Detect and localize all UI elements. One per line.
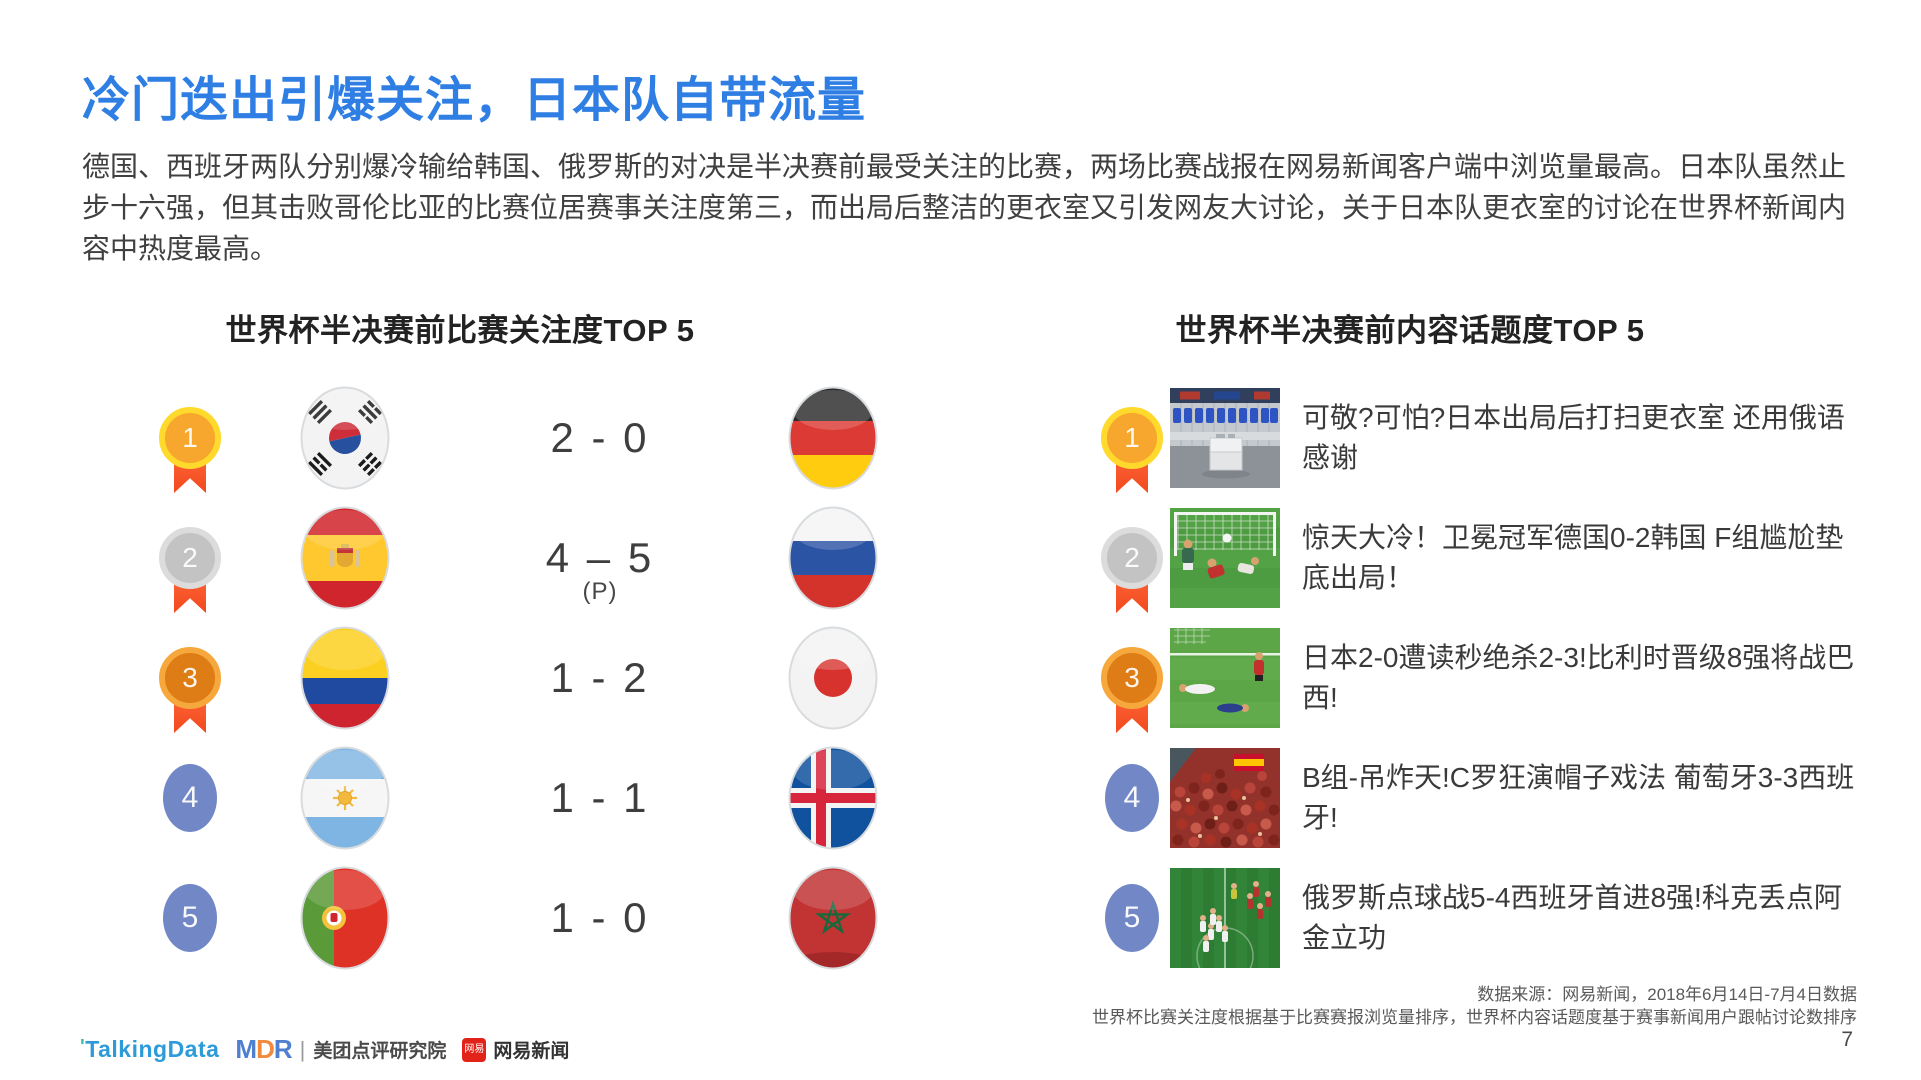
topic-row: 3 日本2-0遭读秒绝杀2-3!比利时晋级 (0, 618, 1921, 738)
silver-medal-badge: 2 (1101, 527, 1163, 621)
rank-circle-badge: 4 (1105, 764, 1159, 832)
rank-number: 1 (1124, 422, 1140, 453)
summary-paragraph: 德国、西班牙两队分别爆冷输给韩国、俄罗斯的对决是半决赛前最受关注的比赛，两场比赛… (82, 151, 1847, 264)
argentina-flag-icon (300, 746, 390, 850)
rank-number: 3 (182, 662, 198, 693)
topic-headline: 惊天大冷！卫冕冠军德国0-2韩国 F组尴尬垫底出局！ (1302, 522, 1844, 593)
score-cell: 1 - 2 (460, 618, 740, 738)
germany-korea-goal-photo (1170, 508, 1280, 608)
match-row: 5 1 - 0 (0, 858, 1921, 978)
match-row: 4 1 - 1 (0, 738, 1921, 858)
rank-number: 5 (1123, 901, 1141, 934)
page-title: 冷门迭出引爆关注，日本队自带流量 (82, 74, 867, 127)
score-cell: 2 - 0 (460, 378, 740, 498)
topic-headline: 俄罗斯点球战5-4西班牙首进8强!科克丢点阿金立功 (1302, 882, 1842, 953)
netease-badge-icon: 网易 (462, 1037, 487, 1062)
score-cell: 1 - 1 (460, 738, 740, 858)
match-score: 4 – 5 (545, 534, 655, 581)
topic-panel-header: 世界杯半决赛前内容话题度TOP 5 (1175, 313, 1645, 348)
bronze-medal-badge: 3 (1101, 647, 1163, 741)
topic-headline: 可敬?可怕?日本出局后打扫更衣室 还用俄语感谢 (1302, 402, 1845, 473)
morocco-flag-icon (788, 866, 878, 970)
topic-headline: B组-吊炸天!C罗狂演帽子戏法 葡萄牙3-3西班牙! (1302, 762, 1855, 833)
logo-divider: | (299, 1036, 306, 1062)
spain-flag-icon (300, 506, 390, 610)
data-source-note: 数据来源：网易新闻，2018年6月14日-7月4日数据 世界杯比赛关注度根据基于… (1092, 983, 1857, 1029)
locker-room-photo (1170, 388, 1280, 488)
rank-circle-badge: 5 (163, 884, 217, 952)
meituan-dianping-research-logo: MDR | 美团点评研究院 (235, 1034, 446, 1065)
meituan-research-label: 美团点评研究院 (313, 1041, 447, 1062)
score-cell: 1 - 0 (460, 858, 740, 978)
netease-news-label: 网易新闻 (493, 1041, 570, 1062)
data-source-line1: 数据来源：网易新闻，2018年6月14日-7月4日数据 (1477, 985, 1857, 1004)
page-number: 7 (1841, 1028, 1853, 1051)
match-row: 2 (0, 498, 1921, 618)
japan-belgium-photo (1170, 628, 1280, 728)
germany-flag-icon (788, 386, 878, 490)
data-source-line2: 世界杯比赛关注度根据基于比赛赛报浏览量排序，世界杯内容话题度基于赛事新闻用户跟帖… (1092, 1008, 1857, 1027)
iceland-flag-icon (788, 746, 878, 850)
topic-row: 2 (0, 498, 1921, 618)
rank-number: 1 (182, 422, 198, 453)
topic-row: 5 (0, 858, 1921, 978)
topic-row: 1 可 (0, 378, 1921, 498)
rank-number: 4 (1123, 781, 1141, 814)
topic-headline: 日本2-0遭读秒绝杀2-3!比利时晋级8强将战巴西! (1302, 642, 1855, 713)
match-score-note: (P) (582, 578, 618, 605)
japan-flag-icon (788, 626, 878, 730)
match-score: 1 - 1 (550, 774, 650, 821)
match-row: 3 1 - 2 (0, 618, 1921, 738)
score-cell: 4 – 5 (P) (460, 498, 740, 618)
rank-number: 2 (1124, 542, 1140, 573)
portugal-spain-fans-photo (1170, 748, 1280, 848)
rank-number: 3 (1124, 662, 1140, 693)
rank-number: 2 (182, 542, 198, 573)
rank-circle-badge: 4 (163, 764, 217, 832)
bronze-medal-badge: 3 (159, 647, 221, 741)
gold-medal-badge: 1 (1101, 407, 1163, 501)
match-score: 1 - 0 (550, 894, 650, 941)
match-score: 1 - 2 (550, 654, 650, 701)
rank-number: 4 (181, 781, 199, 814)
colombia-flag-icon (300, 626, 390, 730)
rank-number: 5 (181, 901, 199, 934)
talkingdata-logo: 'TalkingData (80, 1036, 220, 1062)
match-row: 1 (0, 378, 1921, 498)
match-panel-header: 世界杯半决赛前比赛关注度TOP 5 (225, 313, 695, 348)
russia-spain-celebration-photo (1170, 868, 1280, 968)
south-korea-flag-icon (300, 386, 390, 490)
talkingdata-quote-icon: ' (80, 1036, 86, 1058)
match-score: 2 - 0 (550, 414, 650, 461)
netease-news-logo: 网易 网易新闻 (462, 1036, 569, 1063)
mdr-logo-icon: MDR (235, 1034, 292, 1064)
silver-medal-badge: 2 (159, 527, 221, 621)
gold-medal-badge: 1 (159, 407, 221, 501)
russia-flag-icon (788, 506, 878, 610)
rank-circle-badge: 5 (1105, 884, 1159, 952)
portugal-flag-icon (300, 866, 390, 970)
topic-row: 4 B组-吊炸天!C罗狂演帽子戏 (0, 738, 1921, 858)
footer-logos: 'TalkingData MDR | 美团点评研究院 网易 网易新闻 (80, 1034, 569, 1065)
